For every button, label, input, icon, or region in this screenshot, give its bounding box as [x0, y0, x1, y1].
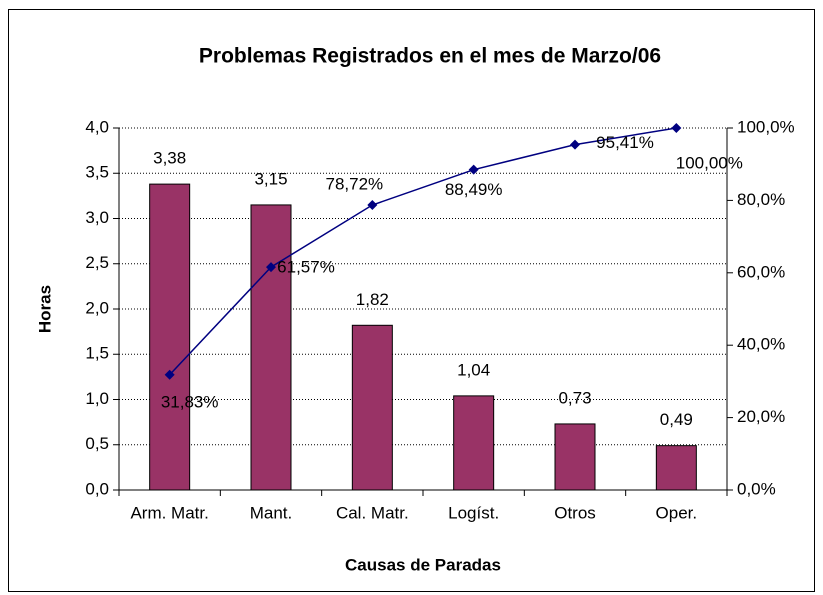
y2-tick-label: 100,0% — [737, 117, 795, 136]
data-label: 78,72% — [325, 175, 383, 194]
x-tick-label: Mant. — [250, 503, 293, 522]
y-tick-label: 2,5 — [85, 253, 109, 272]
line-marker — [367, 200, 378, 211]
data-label: 61,57% — [277, 258, 335, 277]
data-label: 3,38 — [153, 149, 186, 168]
data-label: 0,49 — [660, 410, 693, 429]
bar — [554, 423, 596, 491]
chart-border — [8, 9, 815, 592]
data-label: 1,04 — [457, 360, 490, 379]
y2-tick-label: 80,0% — [737, 190, 785, 209]
data-label: 95,41% — [596, 133, 654, 152]
y-tick-label: 3,0 — [85, 208, 109, 227]
y2-tick-label: 20,0% — [737, 407, 785, 426]
y-tick-label: 0,0 — [85, 479, 109, 498]
x-tick-label: Logíst. — [448, 503, 499, 522]
data-label: 0,73 — [558, 388, 591, 407]
line-marker — [266, 262, 276, 273]
bar — [351, 324, 393, 491]
y-tick-label: 3,5 — [85, 163, 109, 182]
data-label: 3,15 — [254, 169, 287, 188]
x-tick-label: Otros — [554, 503, 596, 522]
bar — [655, 445, 697, 491]
bar — [250, 204, 292, 491]
y-axis-title: Horas — [35, 285, 54, 333]
y-tick-label: 2,0 — [85, 298, 109, 317]
x-tick-label: Cal. Matr. — [336, 503, 409, 522]
y-tick-label: 0,5 — [85, 434, 109, 453]
y2-tick-label: 60,0% — [737, 262, 785, 281]
y-tick-label: 4,0 — [85, 117, 109, 136]
line — [169, 127, 677, 376]
bar — [149, 183, 191, 491]
y-tick-label: 1,0 — [85, 389, 109, 408]
chart-title: Problemas Registrados en el mes de Marzo… — [199, 45, 661, 68]
data-label: 88,49% — [445, 180, 503, 199]
x-axis-title: Causas de Paradas — [345, 555, 501, 574]
y2-tick-label: 40,0% — [737, 335, 785, 354]
bar — [453, 395, 495, 491]
y2-tick-label: 0,0% — [737, 479, 776, 498]
line-marker — [570, 139, 580, 150]
data-label: 31,83% — [161, 392, 219, 411]
data-label: 100,00% — [676, 153, 743, 172]
x-tick-label: Arm. Matr. — [130, 503, 208, 522]
x-tick-label: Oper. — [656, 503, 698, 522]
line-marker — [468, 164, 479, 175]
data-label: 1,82 — [356, 290, 389, 309]
y-tick-label: 1,5 — [85, 344, 109, 363]
line-marker — [671, 123, 682, 133]
line-marker — [164, 369, 175, 380]
